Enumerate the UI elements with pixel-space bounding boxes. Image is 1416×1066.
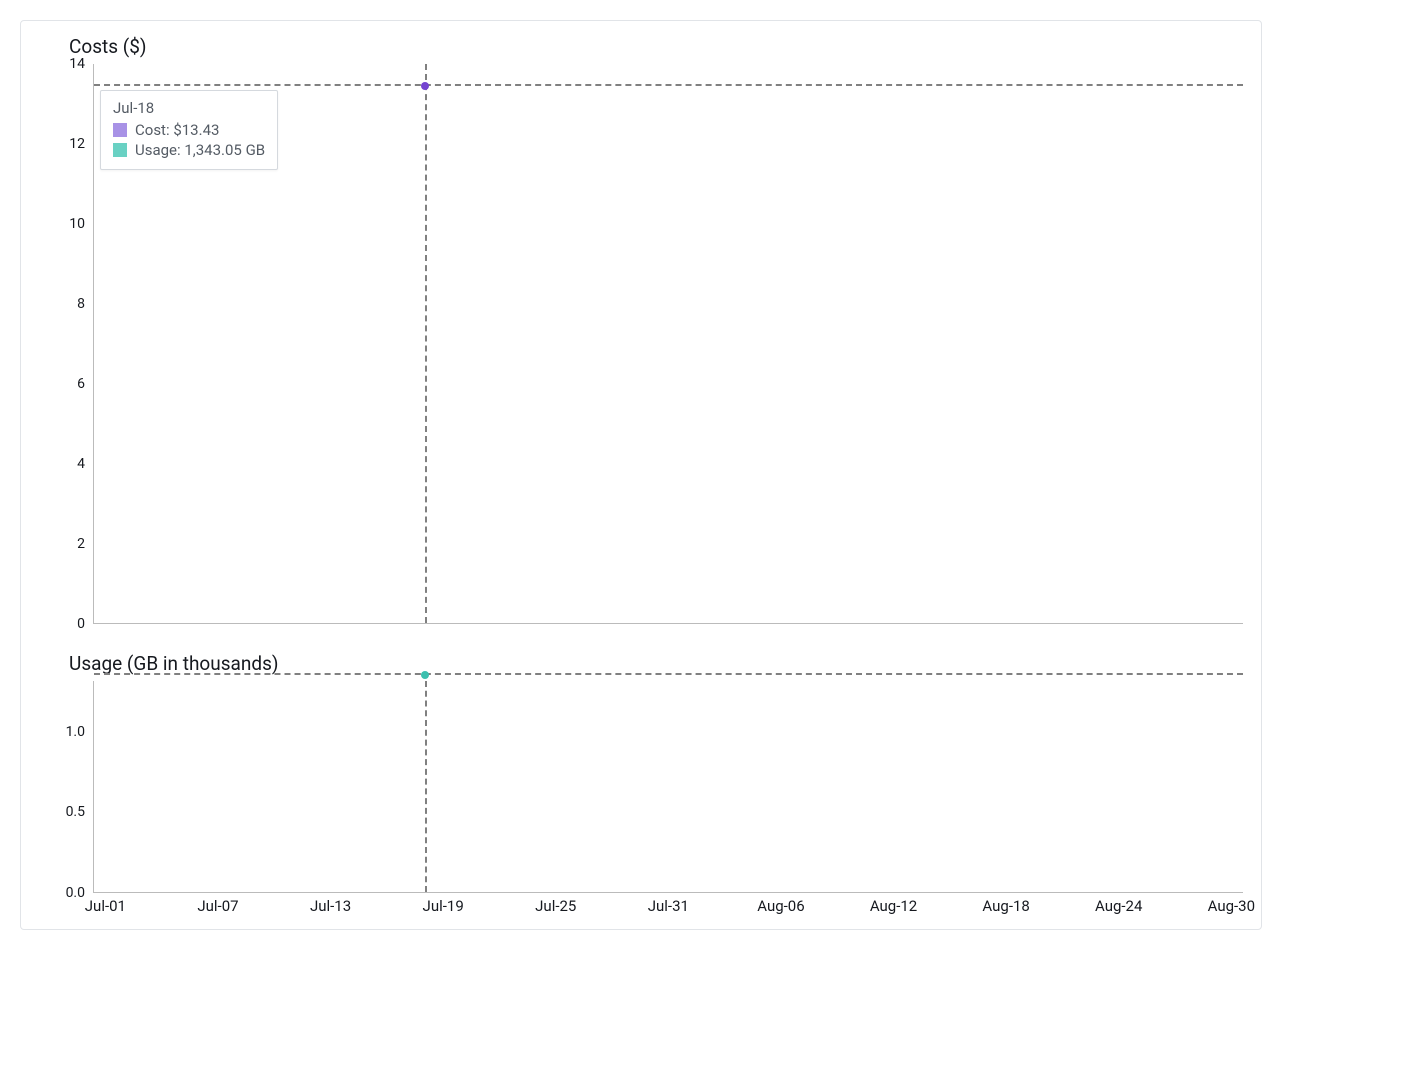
costs-chart-title: Costs ($) xyxy=(69,35,1243,58)
x-tick-label: Jul-13 xyxy=(310,897,351,915)
usage-plot-area xyxy=(93,681,1243,893)
y-tick-label: 8 xyxy=(77,296,85,312)
x-tick-label: Aug-18 xyxy=(982,897,1029,915)
costs-y-axis: 02468101214 xyxy=(39,64,93,624)
tooltip-cost-label: Cost: $13.43 xyxy=(135,121,219,139)
y-tick-label: 0.5 xyxy=(66,804,85,820)
x-tick-label: Jul-25 xyxy=(535,897,576,915)
tooltip-usage-label: Usage: 1,343.05 GB xyxy=(135,141,265,159)
x-tick-label: Aug-06 xyxy=(757,897,804,915)
x-tick-label: Aug-24 xyxy=(1095,897,1142,915)
costs-plot-area: Jul-18 Cost: $13.43 Usage: 1,343.05 GB xyxy=(93,64,1243,624)
usage-highlight-dot xyxy=(421,671,429,679)
tooltip-cost-row: Cost: $13.43 xyxy=(113,121,265,139)
costs-chart: 02468101214 Jul-18 Cost: $13.43 Usage: 1… xyxy=(39,64,1243,624)
tooltip-usage-row: Usage: 1,343.05 GB xyxy=(113,141,265,159)
x-tick-label: Aug-30 xyxy=(1208,897,1255,915)
usage-chart: 0.00.51.0 xyxy=(39,681,1243,893)
x-tick-label: Jul-07 xyxy=(197,897,238,915)
hover-tooltip: Jul-18 Cost: $13.43 Usage: 1,343.05 GB xyxy=(100,90,278,170)
x-tick-label: Jul-31 xyxy=(648,897,689,915)
tooltip-cost-swatch xyxy=(113,123,127,137)
x-tick-label: Jul-19 xyxy=(423,897,464,915)
y-tick-label: 2 xyxy=(77,536,85,552)
tooltip-usage-swatch xyxy=(113,143,127,157)
x-tick-label: Aug-12 xyxy=(870,897,917,915)
y-tick-label: 10 xyxy=(69,216,85,232)
y-tick-label: 1.0 xyxy=(66,724,85,740)
chart-panel: Costs ($) 0 2 4 6 8 10 12 14 Jul-18 Cost: $13.4… xyxy=(20,20,1262,930)
usage-y-axis: 0.00.51.0 xyxy=(39,681,93,893)
y-tick-label: 0.0 xyxy=(66,885,85,901)
y-tick-label: 14 xyxy=(69,56,85,72)
y-tick-label: 6 xyxy=(77,376,85,392)
usage-chart-title: Usage (GB in thousands) xyxy=(69,652,1243,675)
x-tick-label: Jul-01 xyxy=(85,897,126,915)
tooltip-date: Jul-18 xyxy=(113,99,265,117)
usage-bars xyxy=(94,681,1243,892)
y-tick-label: 12 xyxy=(69,136,85,152)
y-tick-label: 0 xyxy=(77,616,85,632)
x-axis: Jul-01Jul-07Jul-13Jul-19Jul-25Jul-31Aug-… xyxy=(93,893,1243,919)
y-tick-label: 4 xyxy=(77,456,85,472)
